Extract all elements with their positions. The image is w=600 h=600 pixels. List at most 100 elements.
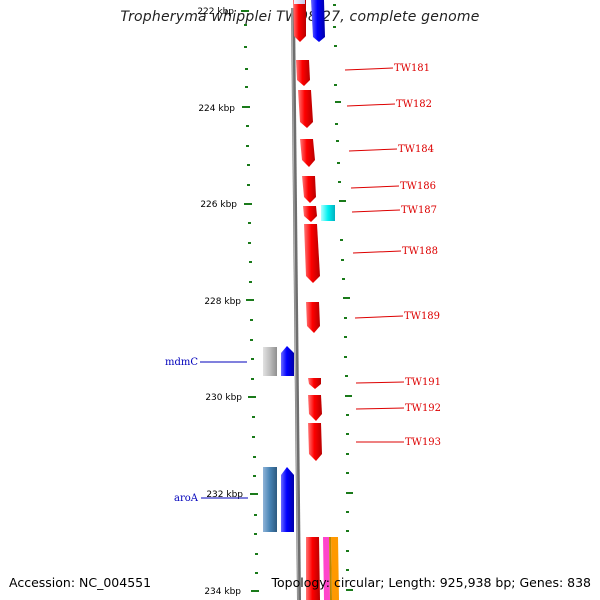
gene-label[interactable]: aroA [174, 493, 199, 504]
scale-tick [345, 395, 352, 397]
gene-arrow[interactable] [303, 206, 317, 222]
gene-label[interactable]: TW186 [400, 181, 436, 192]
scale-tick [333, 4, 336, 6]
scale-tick [250, 319, 253, 321]
gene-label[interactable]: mdmC [165, 357, 198, 368]
scale-tick [252, 436, 255, 438]
scale-tick [346, 453, 349, 455]
gene-arrow[interactable] [298, 90, 313, 128]
scale-tick [336, 140, 339, 142]
gene-label[interactable]: TW184 [398, 144, 434, 155]
gene-arrow[interactable] [302, 176, 316, 203]
scale-tick [249, 281, 252, 283]
gene-label[interactable]: TW187 [401, 205, 437, 216]
scale-label: 228 kbp [204, 297, 241, 307]
gene-arrow[interactable] [331, 537, 339, 600]
scale-label: 224 kbp [198, 104, 235, 114]
scale-tick [344, 356, 347, 358]
scale-tick [334, 45, 337, 47]
scale-major-tick [248, 396, 256, 398]
gene-arrow[interactable] [296, 60, 310, 86]
scale-tick [337, 162, 340, 164]
scale-tick [246, 125, 249, 127]
gene-arrow[interactable] [263, 347, 277, 376]
genome-backbone-highlight [291, 7, 299, 600]
gene-arrow[interactable] [321, 205, 335, 221]
scale-tick [247, 164, 250, 166]
scale-tick [335, 123, 338, 125]
gene-arrow[interactable] [263, 467, 277, 532]
genome-backbone [291, 7, 301, 600]
gene-label[interactable]: TW188 [402, 246, 438, 257]
scale-major-tick [250, 493, 258, 495]
scale-tick [346, 492, 353, 494]
label-connectors [200, 67, 405, 499]
gene-label[interactable]: TW191 [405, 377, 441, 388]
scale-major-ticks [241, 10, 259, 592]
gene-label[interactable]: TW181 [394, 63, 430, 74]
scale-tick [346, 530, 349, 532]
scale-tick [247, 184, 250, 186]
scale-major-tick [242, 106, 250, 108]
label-connector [344, 67, 394, 71]
scale-tick [248, 242, 251, 244]
scale-tick [254, 514, 257, 516]
gene-arrow[interactable] [308, 423, 322, 461]
label-connector [351, 209, 401, 213]
gene-arrow[interactable] [300, 139, 315, 167]
gene-arrow[interactable] [294, 0, 305, 4]
scale-ticks-right [333, 4, 353, 591]
gene-arrow[interactable] [311, 0, 325, 42]
scale-tick [346, 414, 349, 416]
scale-tick [346, 433, 349, 435]
gene-label[interactable]: TW192 [405, 403, 441, 414]
label-connector [350, 185, 400, 189]
gene-arrow[interactable] [281, 467, 294, 532]
scale-label: 230 kbp [205, 393, 242, 403]
scale-tick [346, 569, 349, 571]
gene-arrow[interactable] [329, 537, 332, 600]
scale-label: 226 kbp [200, 200, 237, 210]
scale-tick [253, 456, 256, 458]
scale-tick [346, 472, 349, 474]
gene-label[interactable]: TW189 [404, 311, 440, 322]
reverse-strand-genes [263, 346, 294, 532]
scale-tick [248, 222, 251, 224]
scale-tick [244, 46, 247, 48]
genome-summary-text: Topology: circular; Length: 925,938 bp; … [271, 575, 592, 590]
scale-tick [252, 416, 255, 418]
scale-tick [346, 589, 353, 591]
gene-arrow[interactable] [306, 302, 320, 333]
scale-tick [340, 239, 343, 241]
gene-arrow[interactable] [308, 378, 321, 389]
scale-tick [341, 259, 344, 261]
label-connector [352, 250, 402, 254]
label-connector [346, 103, 396, 107]
scale-tick [255, 572, 258, 574]
gene-arrow[interactable] [304, 224, 320, 283]
scale-tick [250, 339, 253, 341]
scale-tick [255, 553, 258, 555]
scale-tick [251, 378, 254, 380]
gene-labels: TW181 TW182 TW184 TW186 TW187 TW188 TW18… [165, 63, 441, 504]
scale-label: 234 kbp [204, 587, 241, 597]
gene-arrow[interactable] [323, 537, 330, 600]
scale-tick [339, 200, 346, 202]
forward-strand-genes [293, 0, 339, 600]
gene-arrow[interactable] [281, 346, 294, 376]
gene-arrow[interactable] [308, 395, 322, 421]
scale-tick [338, 181, 341, 183]
scale-major-tick [241, 10, 249, 12]
scale-tick [249, 261, 252, 263]
gene-arrow[interactable] [293, 0, 306, 42]
scale-tick [343, 297, 350, 299]
gene-arrow[interactable] [306, 537, 320, 600]
accession-text: Accession: NC_004551 [9, 575, 152, 590]
gene-label[interactable]: TW193 [405, 437, 441, 448]
scale-tick [246, 145, 249, 147]
scale-tick [345, 375, 348, 377]
scale-tick [334, 84, 337, 86]
gene-label[interactable]: TW182 [396, 99, 432, 110]
scale-label: 222 kbp [197, 7, 234, 17]
